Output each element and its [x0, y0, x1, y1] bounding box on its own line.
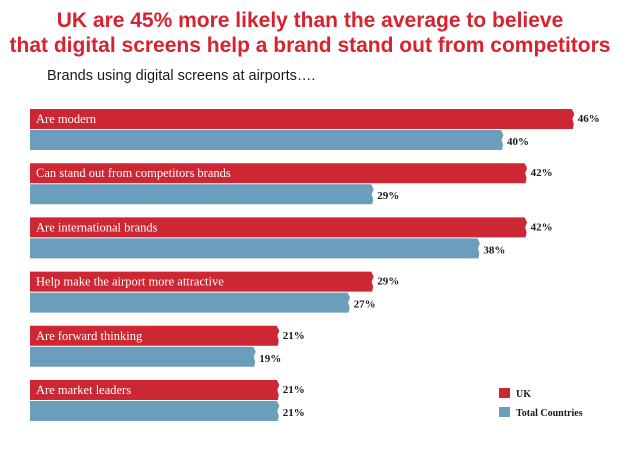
uk-bar: [30, 380, 280, 400]
total-countries-value-label: 21%: [283, 407, 305, 419]
chart-title: UK are 45% more likely than the average …: [0, 8, 620, 58]
category-label: Help make the airport more attractive: [36, 275, 224, 289]
total-countries-value-label: 27%: [354, 299, 376, 311]
legend-label-total-countries: Total Countries: [516, 408, 583, 419]
bar-group: Are international brands 42% 38%: [30, 217, 553, 259]
legend-swatch-uk: [499, 388, 510, 398]
total-countries-bar: [30, 401, 280, 421]
bar-group: Are forward thinking 21%19%: [30, 325, 305, 367]
legend-label-uk: UK: [516, 389, 531, 400]
uk-bar: [30, 163, 528, 184]
category-label: Are forward thinking: [36, 329, 143, 343]
bar-group: Help make the airport more attractive 29%…: [30, 271, 399, 313]
bar-group: Are market leaders 21% 21%: [30, 380, 305, 421]
total-countries-value-label: 29%: [377, 190, 399, 202]
legend: UK Total Countries: [499, 388, 583, 419]
uk-bar: [30, 109, 575, 129]
total-countries-value-label: 40%: [507, 136, 529, 148]
chart-title-line-1: UK are 45% more likely than the average …: [56, 9, 564, 32]
chart-title-line-2: that digital screens help a brand stand …: [9, 34, 611, 57]
category-label: Are modern: [36, 112, 97, 126]
total-countries-bar: [30, 292, 351, 313]
total-countries-value-label: 19%: [259, 353, 281, 365]
legend-swatch-total-countries: [499, 407, 510, 417]
uk-value-label: 29%: [377, 276, 399, 288]
uk-value-label: 21%: [283, 384, 305, 396]
category-label: Are international brands: [36, 220, 158, 234]
uk-bar: [30, 271, 374, 292]
bar-group: Can stand out from competitors brands 42%…: [30, 163, 553, 205]
uk-value-label: 42%: [531, 221, 553, 233]
total-countries-bar: [30, 238, 480, 259]
total-countries-bar: [30, 184, 374, 205]
total-countries-bar: [30, 346, 256, 367]
uk-value-label: 46%: [578, 113, 600, 125]
uk-bar: [30, 217, 528, 238]
total-countries-value-label: 38%: [483, 244, 505, 256]
bars-group: Are modern 46% 40% Can stand out from compe…: [30, 109, 600, 421]
category-label: Can stand out from competitors brands: [36, 166, 231, 180]
category-label: Are market leaders: [36, 383, 131, 397]
bar-group: Are modern 46% 40%: [30, 109, 600, 150]
total-countries-bar: [30, 130, 504, 150]
uk-bar: [30, 325, 280, 346]
uk-value-label: 21%: [283, 330, 305, 342]
uk-value-label: 42%: [531, 167, 553, 179]
chart-subtitle: Brands using digital screens at airports…: [47, 68, 316, 84]
